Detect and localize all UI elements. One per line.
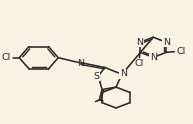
Text: N: N [136, 38, 144, 47]
Text: Cl: Cl [135, 59, 144, 68]
Text: N: N [120, 69, 127, 78]
Text: Cl: Cl [176, 47, 185, 56]
Text: Cl: Cl [2, 53, 11, 62]
Text: N: N [77, 59, 84, 68]
Text: N: N [150, 53, 157, 62]
Text: N: N [163, 38, 170, 47]
Text: S: S [94, 72, 100, 81]
